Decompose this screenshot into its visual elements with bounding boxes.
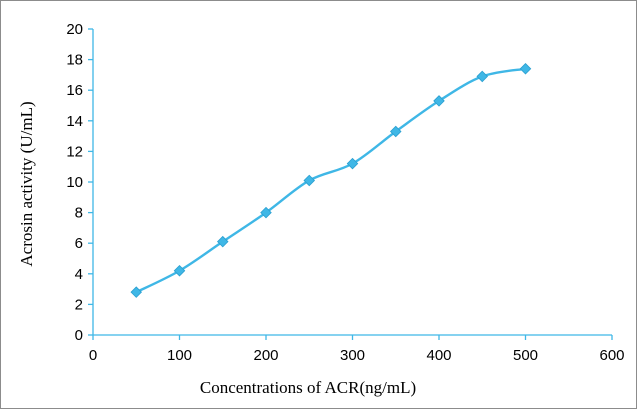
series-layer [130, 63, 532, 298]
data-point-marker [519, 63, 532, 75]
series-line [135, 67, 526, 294]
y-tick-label: 14 [66, 113, 83, 130]
data-point-marker [130, 286, 143, 298]
y-tick-label: 8 [75, 205, 83, 222]
x-tick-label: 0 [89, 347, 97, 364]
data-point-marker [173, 264, 186, 277]
data-point-marker [260, 206, 272, 219]
data-point-marker [216, 235, 229, 248]
x-tick-label: 300 [340, 347, 365, 364]
x-tick-label: 400 [426, 347, 451, 364]
y-tick-label: 18 [66, 52, 83, 69]
y-tick-label: 20 [66, 21, 83, 38]
x-tick-label: 200 [253, 347, 278, 364]
y-tick-label: 6 [75, 235, 83, 252]
data-point-marker [389, 125, 402, 138]
x-tick-label: 100 [167, 347, 192, 364]
y-tick-label: 0 [75, 327, 83, 344]
data-point-marker [433, 95, 445, 107]
axes [88, 28, 613, 340]
data-point-marker [303, 174, 316, 187]
x-axis-title: Concentrations of ACR(ng/mL) [200, 378, 416, 397]
x-tick-label: 500 [513, 347, 538, 364]
y-tick-label: 10 [66, 174, 83, 191]
data-point-marker [346, 157, 359, 170]
y-tick-label: 16 [66, 82, 83, 99]
data-point-marker [476, 70, 489, 83]
y-axis-title: Acrosin activity (U/mL) [17, 101, 36, 266]
y-tick-label: 12 [66, 143, 83, 160]
y-tick-label: 4 [75, 266, 83, 283]
x-tick-label: 600 [599, 347, 624, 364]
y-tick-label: 2 [75, 296, 83, 313]
